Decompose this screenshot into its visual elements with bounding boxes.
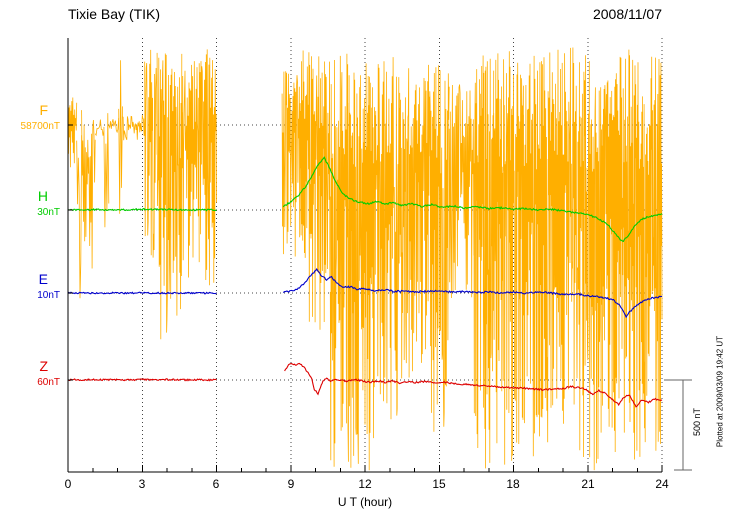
f-trace — [374, 57, 401, 420]
f-trace — [399, 64, 430, 379]
e-trace — [67, 291, 217, 295]
f-trace — [523, 55, 549, 457]
f-trace — [76, 135, 82, 299]
f-trace — [118, 60, 123, 214]
f-trace — [329, 53, 349, 467]
f-trace — [94, 119, 105, 137]
channel-label-z: Z — [39, 358, 48, 374]
f-trace — [473, 55, 495, 469]
channel-label-f: F — [39, 102, 48, 118]
scalebar-label: 500 nT — [692, 407, 702, 437]
plot-date: 2008/11/07 — [592, 6, 662, 22]
f-trace — [67, 97, 78, 168]
x-axis-label: U T (hour) — [337, 495, 393, 509]
f-trace — [181, 61, 200, 278]
h-trace — [67, 207, 217, 212]
x-tick-label-3: 3 — [138, 477, 146, 491]
f-trace — [577, 55, 603, 471]
x-tick-label-0: 0 — [64, 477, 72, 491]
channel-label-e: E — [38, 271, 48, 287]
plot-credit: Plotted at 2009/03/09 19:42 UT — [715, 335, 725, 448]
f-trace — [493, 51, 524, 465]
f-trace — [81, 110, 96, 269]
x-tick-label-21: 21 — [581, 477, 595, 491]
f-trace — [108, 117, 120, 134]
f-trace — [428, 65, 450, 432]
x-tick-label-12: 12 — [358, 477, 372, 491]
f-trace — [144, 49, 158, 258]
f-trace — [281, 71, 301, 257]
x-tick-label-24: 24 — [655, 477, 669, 491]
z-trace — [67, 378, 217, 382]
e-trace — [282, 268, 663, 319]
f-trace — [122, 115, 146, 141]
f-trace — [347, 63, 376, 471]
f-trace — [547, 47, 579, 424]
x-tick-label-15: 15 — [432, 477, 446, 491]
x-tick-label-6: 6 — [212, 477, 220, 491]
channel-baseline-f: 58700nT — [20, 121, 60, 132]
station-title: Tixie Bay (TIK) — [68, 6, 161, 22]
channel-baseline-h: 30nT — [37, 207, 60, 218]
f-trace — [156, 52, 183, 340]
z-trace — [284, 362, 663, 408]
x-tick-label-18: 18 — [506, 477, 520, 491]
f-trace — [602, 56, 628, 453]
channel-baseline-e: 10nT — [37, 290, 60, 301]
f-trace — [448, 84, 475, 299]
channel-label-h: H — [37, 188, 48, 204]
h-trace — [282, 156, 663, 243]
x-tick-label-9: 9 — [287, 477, 295, 491]
channel-baseline-z: 60nT — [37, 377, 60, 388]
f-trace — [627, 49, 663, 460]
f-trace — [198, 49, 217, 286]
f-trace — [300, 50, 331, 330]
